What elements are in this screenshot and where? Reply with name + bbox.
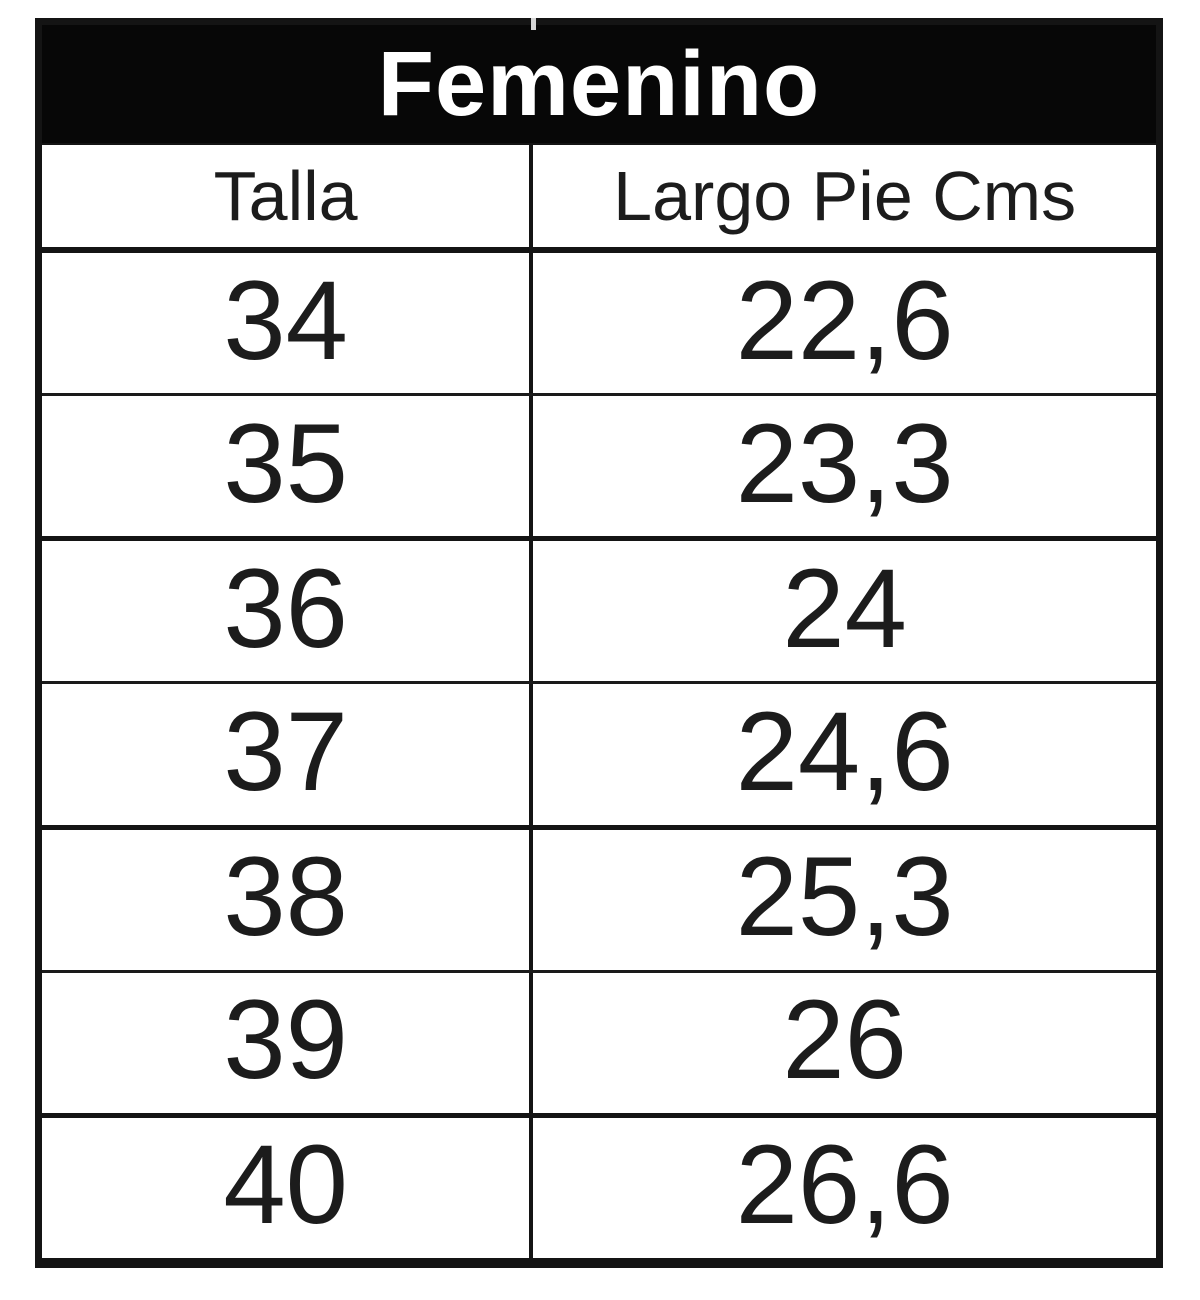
table-row: 38 25,3 [42, 824, 1156, 970]
size-chart-table: Femenino Talla Largo Pie Cms 34 22,6 35 … [35, 18, 1163, 1268]
talla-cell: 37 [42, 684, 534, 825]
table-title: Femenino [377, 32, 821, 135]
table-row: 36 24 [42, 536, 1156, 682]
top-divider-notch [531, 18, 537, 30]
table-title-band: Femenino [42, 18, 1156, 143]
table-row: 37 24,6 [42, 681, 1156, 825]
largo-cell: 22,6 [735, 257, 954, 383]
largo-cell: 25,3 [735, 834, 954, 960]
largo-cell: 26 [782, 977, 907, 1103]
table-header-row: Talla Largo Pie Cms [42, 143, 1156, 247]
table-row: 34 22,6 [42, 247, 1156, 394]
largo-cell: 23,3 [735, 400, 954, 526]
talla-cell: 34 [42, 253, 534, 394]
talla-cell: 38 [42, 829, 534, 970]
talla-cell: 40 [42, 1117, 534, 1258]
table-row: 35 23,3 [42, 393, 1156, 537]
column-header-largo: Largo Pie Cms [613, 157, 1077, 235]
table-row: 40 26,6 [42, 1112, 1156, 1258]
largo-cell: 26,6 [735, 1122, 954, 1248]
largo-cell: 24,6 [735, 688, 954, 814]
column-header-talla: Talla [42, 145, 534, 247]
table-row: 39 26 [42, 969, 1156, 1113]
talla-cell: 39 [42, 972, 534, 1113]
talla-cell: 35 [42, 396, 534, 537]
largo-cell: 24 [782, 545, 907, 671]
talla-cell: 36 [42, 541, 534, 682]
